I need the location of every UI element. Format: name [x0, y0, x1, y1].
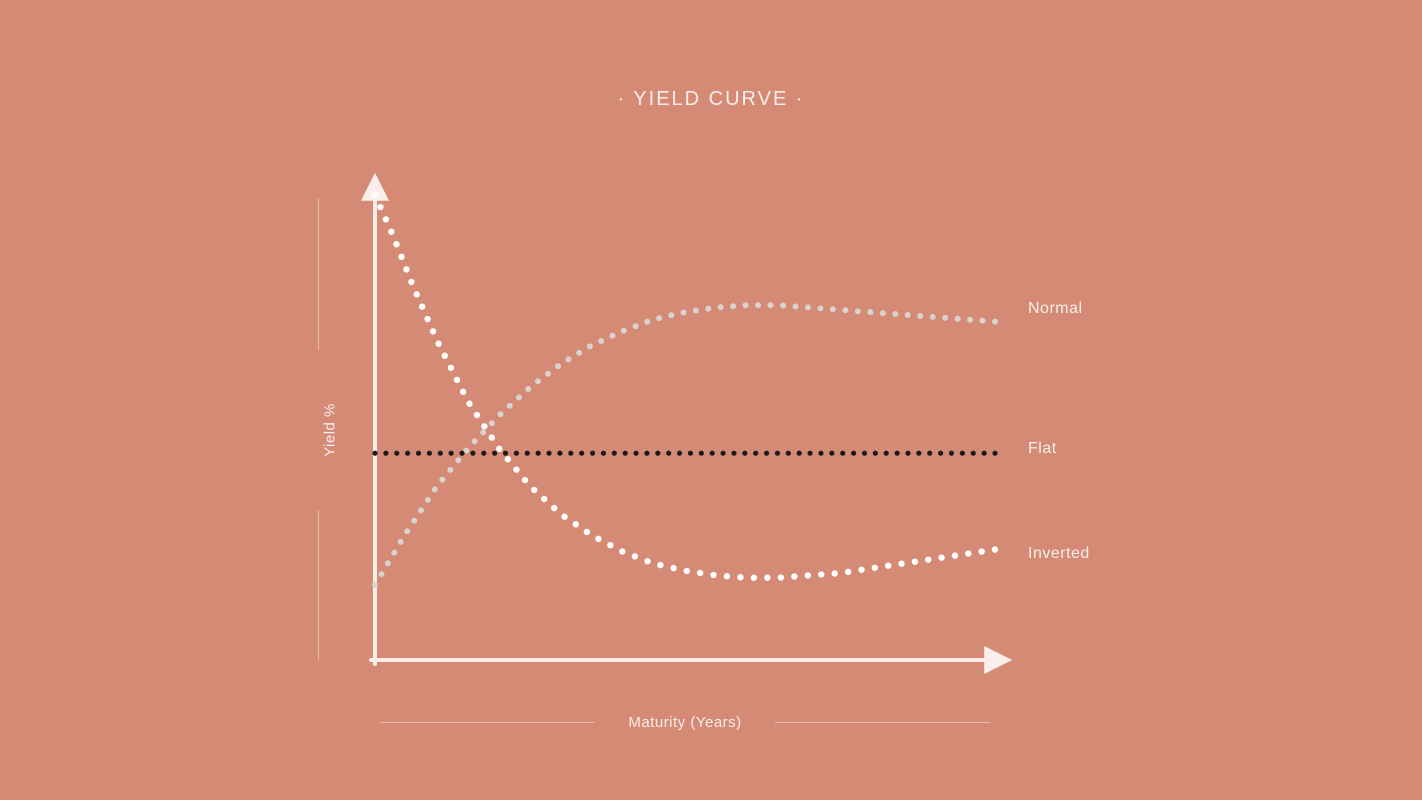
y-axis-label: Yield %	[322, 403, 339, 457]
chart-canvas: · YIELD CURVE · Yield % Maturity (Years)…	[0, 0, 1422, 800]
series-normal	[372, 302, 998, 588]
y-axis-decor-line	[318, 510, 319, 660]
y-axis-decor-line	[318, 198, 319, 350]
series-inverted	[372, 192, 998, 581]
x-axis-decor-line	[380, 722, 595, 723]
series-label-flat: Flat	[1028, 440, 1057, 458]
x-axis-label: Maturity (Years)	[628, 714, 741, 731]
chart-plot	[0, 0, 1422, 800]
series-label-inverted: Inverted	[1028, 545, 1090, 563]
x-axis-decor-line	[775, 722, 990, 723]
series-label-normal: Normal	[1028, 300, 1083, 318]
